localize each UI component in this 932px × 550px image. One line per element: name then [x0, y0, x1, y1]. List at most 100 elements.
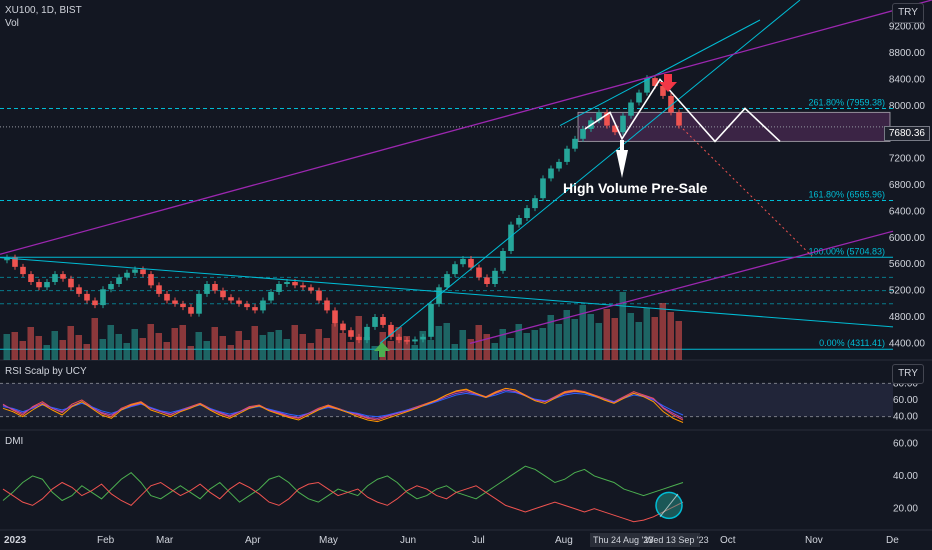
rsi-tick-label: 40.00 — [893, 412, 918, 423]
volume-bar — [523, 333, 530, 360]
fib-level-label: 0.00% (4311.41) — [819, 338, 885, 348]
volume-bar — [531, 330, 538, 360]
candle — [92, 300, 98, 306]
volume-bar — [403, 336, 410, 360]
rsi-band — [0, 383, 893, 417]
candle — [276, 284, 282, 292]
rsi-title: RSI Scalp by UCY — [5, 366, 87, 377]
volume-bar — [675, 321, 682, 360]
volume-bar — [187, 346, 194, 360]
y-tick-label: 4400.00 — [889, 338, 926, 349]
candle — [364, 326, 370, 341]
dmi-cross-line — [659, 493, 679, 518]
candle — [596, 112, 602, 121]
candle — [508, 224, 514, 251]
volume-bar — [3, 334, 10, 360]
volume-bar — [243, 340, 250, 360]
x-tick-label: Nov — [805, 535, 823, 546]
volume-bar — [467, 339, 474, 360]
volume-bar — [51, 331, 58, 360]
volume-bar — [67, 326, 74, 360]
volume-bar — [499, 329, 506, 360]
candle — [52, 274, 58, 283]
candle — [36, 282, 42, 288]
candle — [220, 290, 226, 298]
volume-bar — [515, 324, 522, 360]
volume-bar — [163, 342, 170, 360]
candle — [460, 258, 466, 265]
volume-bar — [315, 329, 322, 360]
candle — [484, 277, 490, 284]
trend-line — [0, 257, 894, 328]
candle — [20, 266, 26, 275]
candle — [396, 336, 402, 341]
dmi-title: DMI — [5, 436, 24, 447]
trend-line-purple — [0, 0, 932, 255]
rsi-currency-button[interactable]: TRY — [892, 364, 924, 384]
volume-bar — [667, 312, 674, 360]
candle — [300, 285, 306, 288]
volume-bar — [195, 332, 202, 360]
volume-bar — [227, 345, 234, 360]
candle — [188, 307, 194, 314]
volume-bar — [539, 328, 546, 360]
volume-bar — [627, 313, 634, 360]
volume-bar — [451, 344, 458, 360]
volume-bar — [107, 325, 114, 360]
candle — [540, 178, 546, 199]
crosshair-date-label: Wed 13 Sep '23 — [645, 535, 709, 545]
crosshair-date-label: Thu 24 Aug '23 — [593, 535, 653, 545]
x-tick-label: De — [886, 535, 899, 546]
volume-bar — [259, 335, 266, 360]
volume-bar — [427, 340, 434, 360]
candle — [148, 274, 154, 286]
volume-bar — [363, 337, 370, 360]
dmi-series-line — [2, 481, 684, 523]
candle — [68, 278, 74, 288]
candle — [356, 336, 362, 341]
volume-bar — [27, 327, 34, 360]
y-tick-label: 4800.00 — [889, 312, 926, 323]
volume-bar — [307, 343, 314, 360]
volume-bar — [411, 345, 418, 360]
candle — [140, 269, 146, 275]
y-tick-label: 6000.00 — [889, 233, 926, 244]
volume-bar — [611, 318, 618, 360]
candle — [388, 324, 394, 337]
volume-bar — [11, 332, 18, 360]
volume-bar — [83, 344, 90, 360]
volume-bar — [563, 310, 570, 360]
candle — [156, 285, 162, 294]
volume-bar — [419, 331, 426, 360]
candle — [548, 168, 554, 179]
volume-bar — [555, 324, 562, 360]
candle — [404, 340, 410, 342]
volume-bar — [147, 324, 154, 360]
candle — [572, 138, 578, 149]
rsi-tick-label: 60.00 — [893, 395, 918, 406]
candle — [676, 112, 682, 126]
candle — [76, 287, 82, 294]
volume-bar — [139, 338, 146, 360]
volume-bar — [579, 305, 586, 360]
candle — [564, 148, 570, 162]
candle — [60, 274, 66, 279]
candle — [84, 293, 90, 301]
volume-bar — [131, 329, 138, 360]
candle — [308, 287, 314, 291]
x-tick-label: Jun — [400, 535, 416, 546]
candle — [44, 282, 50, 288]
volume-bar — [443, 323, 450, 360]
candle — [324, 300, 330, 311]
annotation-text: High Volume Pre-Sale — [563, 180, 708, 196]
volume-bar — [387, 341, 394, 360]
dmi-tick-label: 60.00 — [893, 438, 918, 449]
candle — [100, 289, 106, 306]
y-tick-label: 8000.00 — [889, 101, 926, 112]
currency-button[interactable]: TRY — [892, 3, 924, 23]
volume-bar — [43, 345, 50, 360]
candle — [244, 303, 250, 308]
volume-bar — [507, 338, 514, 360]
candle — [644, 78, 650, 93]
